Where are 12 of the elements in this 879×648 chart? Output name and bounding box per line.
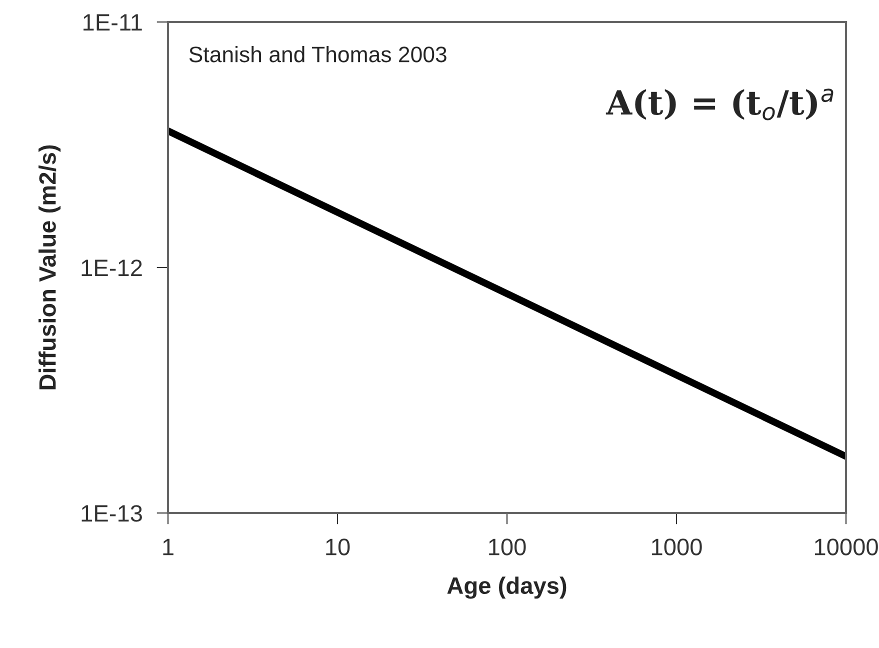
x-tick-label: 1000 xyxy=(652,538,702,556)
annotation: Stanish and Thomas 2003 xyxy=(189,46,446,62)
y-tick-label: 1E-11 xyxy=(84,14,142,31)
y-axis-title: Diffusion Value (m2/s) xyxy=(38,145,61,390)
annotation: A(t) = (t$_{o}$/t)$^{a}$ xyxy=(606,88,834,120)
x-tick-label: 100 xyxy=(489,538,526,556)
y-tick-label: 1E-12 xyxy=(82,260,142,276)
x-tick-label: 10000 xyxy=(814,538,878,556)
x-axis-title: Age (days) xyxy=(447,576,566,599)
x-tick-label: 10 xyxy=(326,538,350,556)
x-tick-label: 1 xyxy=(163,538,174,556)
y-tick-label: 1E-13 xyxy=(82,505,142,522)
